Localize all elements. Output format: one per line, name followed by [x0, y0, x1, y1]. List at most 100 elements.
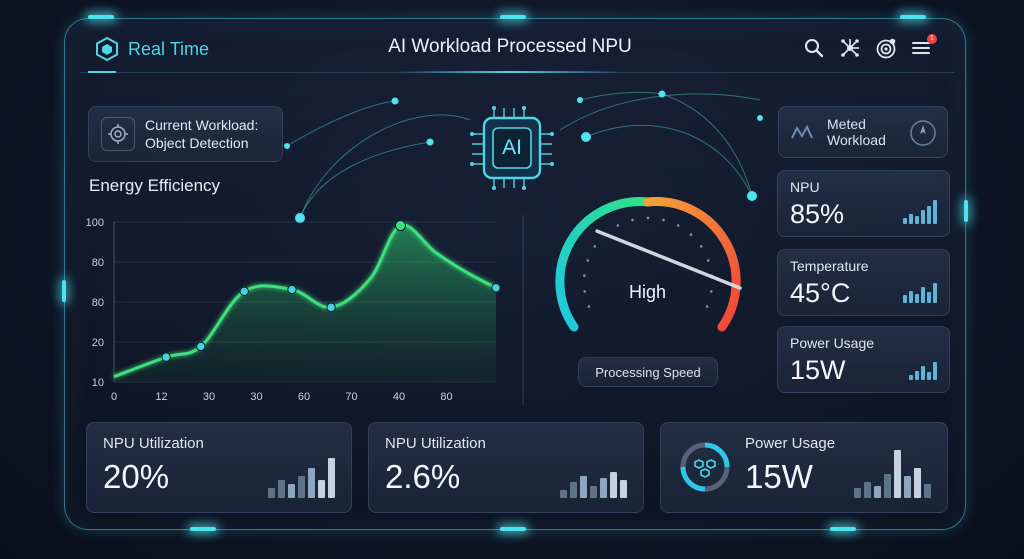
- gauge-label: High: [628, 282, 667, 302]
- gauge-tick: [662, 218, 665, 222]
- npu-stat-value: 85%: [790, 199, 845, 229]
- frame-glow-bottom-left: [190, 527, 216, 531]
- gauge-svg: [555, 197, 742, 332]
- gauge-tick: [616, 224, 620, 227]
- mini-bar: [915, 216, 919, 224]
- gauge-tick: [583, 290, 586, 293]
- y-tick-label: 100: [86, 217, 104, 229]
- ai-chip-label: AI: [502, 136, 522, 159]
- mini-bar: [909, 375, 913, 380]
- npu-utilization-card-1[interactable]: NPU Utilization 20%: [86, 422, 352, 513]
- mini-bar: [915, 294, 919, 303]
- gauge-tick: [587, 305, 591, 308]
- chart-data-point[interactable]: [395, 220, 406, 232]
- chart-data-point[interactable]: [287, 284, 297, 295]
- header-divider-accent: [88, 71, 116, 73]
- chart-data-point[interactable]: [326, 302, 336, 313]
- mini-bar: [933, 362, 937, 380]
- gauge-tick: [676, 224, 680, 227]
- bar: [610, 472, 617, 498]
- current-workload-card[interactable]: Current Workload: Object Detection: [88, 106, 283, 162]
- gauge-tick: [699, 245, 703, 248]
- bar: [600, 478, 607, 498]
- gauge-tick: [646, 216, 650, 220]
- menu-button[interactable]: 1: [910, 34, 937, 60]
- notification-badge: 1: [927, 34, 937, 44]
- chart-area: [114, 224, 496, 382]
- temperature-mini-bars: [903, 283, 937, 303]
- power-stat-label: Power Usage: [790, 335, 875, 351]
- gauge-tick: [710, 290, 713, 293]
- gauge-tick: [689, 233, 693, 236]
- bottom-card-label: NPU Utilization: [103, 435, 204, 452]
- mini-bar: [909, 291, 913, 303]
- x-tick-label: 80: [440, 391, 452, 403]
- x-tick-label: 12: [155, 391, 167, 403]
- chart-data-point[interactable]: [161, 352, 171, 362]
- mini-bar: [933, 283, 937, 303]
- bar: [570, 482, 577, 498]
- temperature-stat-value: 45°C: [790, 278, 851, 308]
- metered-workload-card[interactable]: Meted Workload: [778, 106, 948, 158]
- mini-bar: [921, 366, 925, 380]
- workload-heading: Current Workload:: [145, 117, 259, 133]
- gauge-tick: [631, 218, 634, 222]
- frame-glow-right: [964, 200, 968, 222]
- gauge-tick: [593, 245, 597, 248]
- metered-line2: Workload: [827, 132, 886, 148]
- network-button[interactable]: [838, 36, 862, 60]
- bar: [298, 476, 305, 498]
- chart-data-point[interactable]: [196, 341, 206, 352]
- energy-efficiency-chart: 100 80 80 20 10 0 12 30 30 60 70 40 80: [80, 200, 510, 415]
- bottom-card-value: 20%: [103, 458, 170, 495]
- search-button[interactable]: [802, 36, 826, 60]
- target-button[interactable]: [874, 36, 898, 60]
- bar: [278, 480, 285, 498]
- y-tick-label: 80: [92, 257, 104, 269]
- x-tick-label: 30: [250, 391, 262, 403]
- power-stat-card[interactable]: Power Usage 15W: [777, 326, 950, 393]
- temperature-stat-card[interactable]: Temperature 45°C: [777, 249, 950, 316]
- bar: [884, 474, 891, 498]
- npu-stat-card[interactable]: NPU 85%: [777, 170, 950, 237]
- mini-bar: [933, 200, 937, 224]
- bar: [580, 476, 587, 498]
- frame-glow-bottom-right: [830, 527, 856, 531]
- chart-data-point[interactable]: [491, 283, 501, 293]
- npu-stat-label: NPU: [790, 179, 820, 195]
- bottom-card-value: 2.6%: [385, 458, 461, 495]
- bar: [328, 458, 335, 498]
- search-icon: [805, 39, 824, 58]
- y-tick-label: 20: [92, 337, 104, 349]
- bar: [874, 486, 881, 498]
- bottom-card-value: 15W: [745, 458, 813, 495]
- brand-title: Real Time: [128, 38, 210, 59]
- chart-data-point[interactable]: [239, 286, 249, 297]
- bottom-card-bars: [268, 458, 335, 498]
- bar: [308, 468, 315, 498]
- y-tick-label: 10: [92, 377, 104, 389]
- processing-speed-button[interactable]: Processing Speed: [578, 357, 718, 387]
- gauge-tick: [583, 274, 586, 278]
- power-usage-card[interactable]: Power Usage 15W: [660, 422, 948, 513]
- gauge-tick: [586, 259, 590, 262]
- npu-mini-bars: [903, 200, 937, 224]
- target-icon: [876, 38, 896, 59]
- page-title: AI Workload Processed NPU: [388, 36, 632, 57]
- brand[interactable]: Real Time: [94, 36, 209, 62]
- mini-bar: [927, 292, 931, 303]
- bar: [904, 476, 911, 498]
- bar: [288, 484, 295, 498]
- cube-logo-icon: [96, 36, 118, 62]
- mini-bar: [909, 214, 913, 224]
- y-tick-label: 80: [92, 297, 104, 309]
- ai-chip: AI: [464, 104, 560, 197]
- bottom-card-label: Power Usage: [745, 435, 836, 452]
- bar: [864, 482, 871, 498]
- gauge-needle: [595, 229, 742, 290]
- frame-glow-top-right: [900, 15, 926, 19]
- npu-utilization-card-2[interactable]: NPU Utilization 2.6%: [368, 422, 644, 513]
- bar: [268, 488, 275, 498]
- x-tick-label: 40: [393, 391, 405, 403]
